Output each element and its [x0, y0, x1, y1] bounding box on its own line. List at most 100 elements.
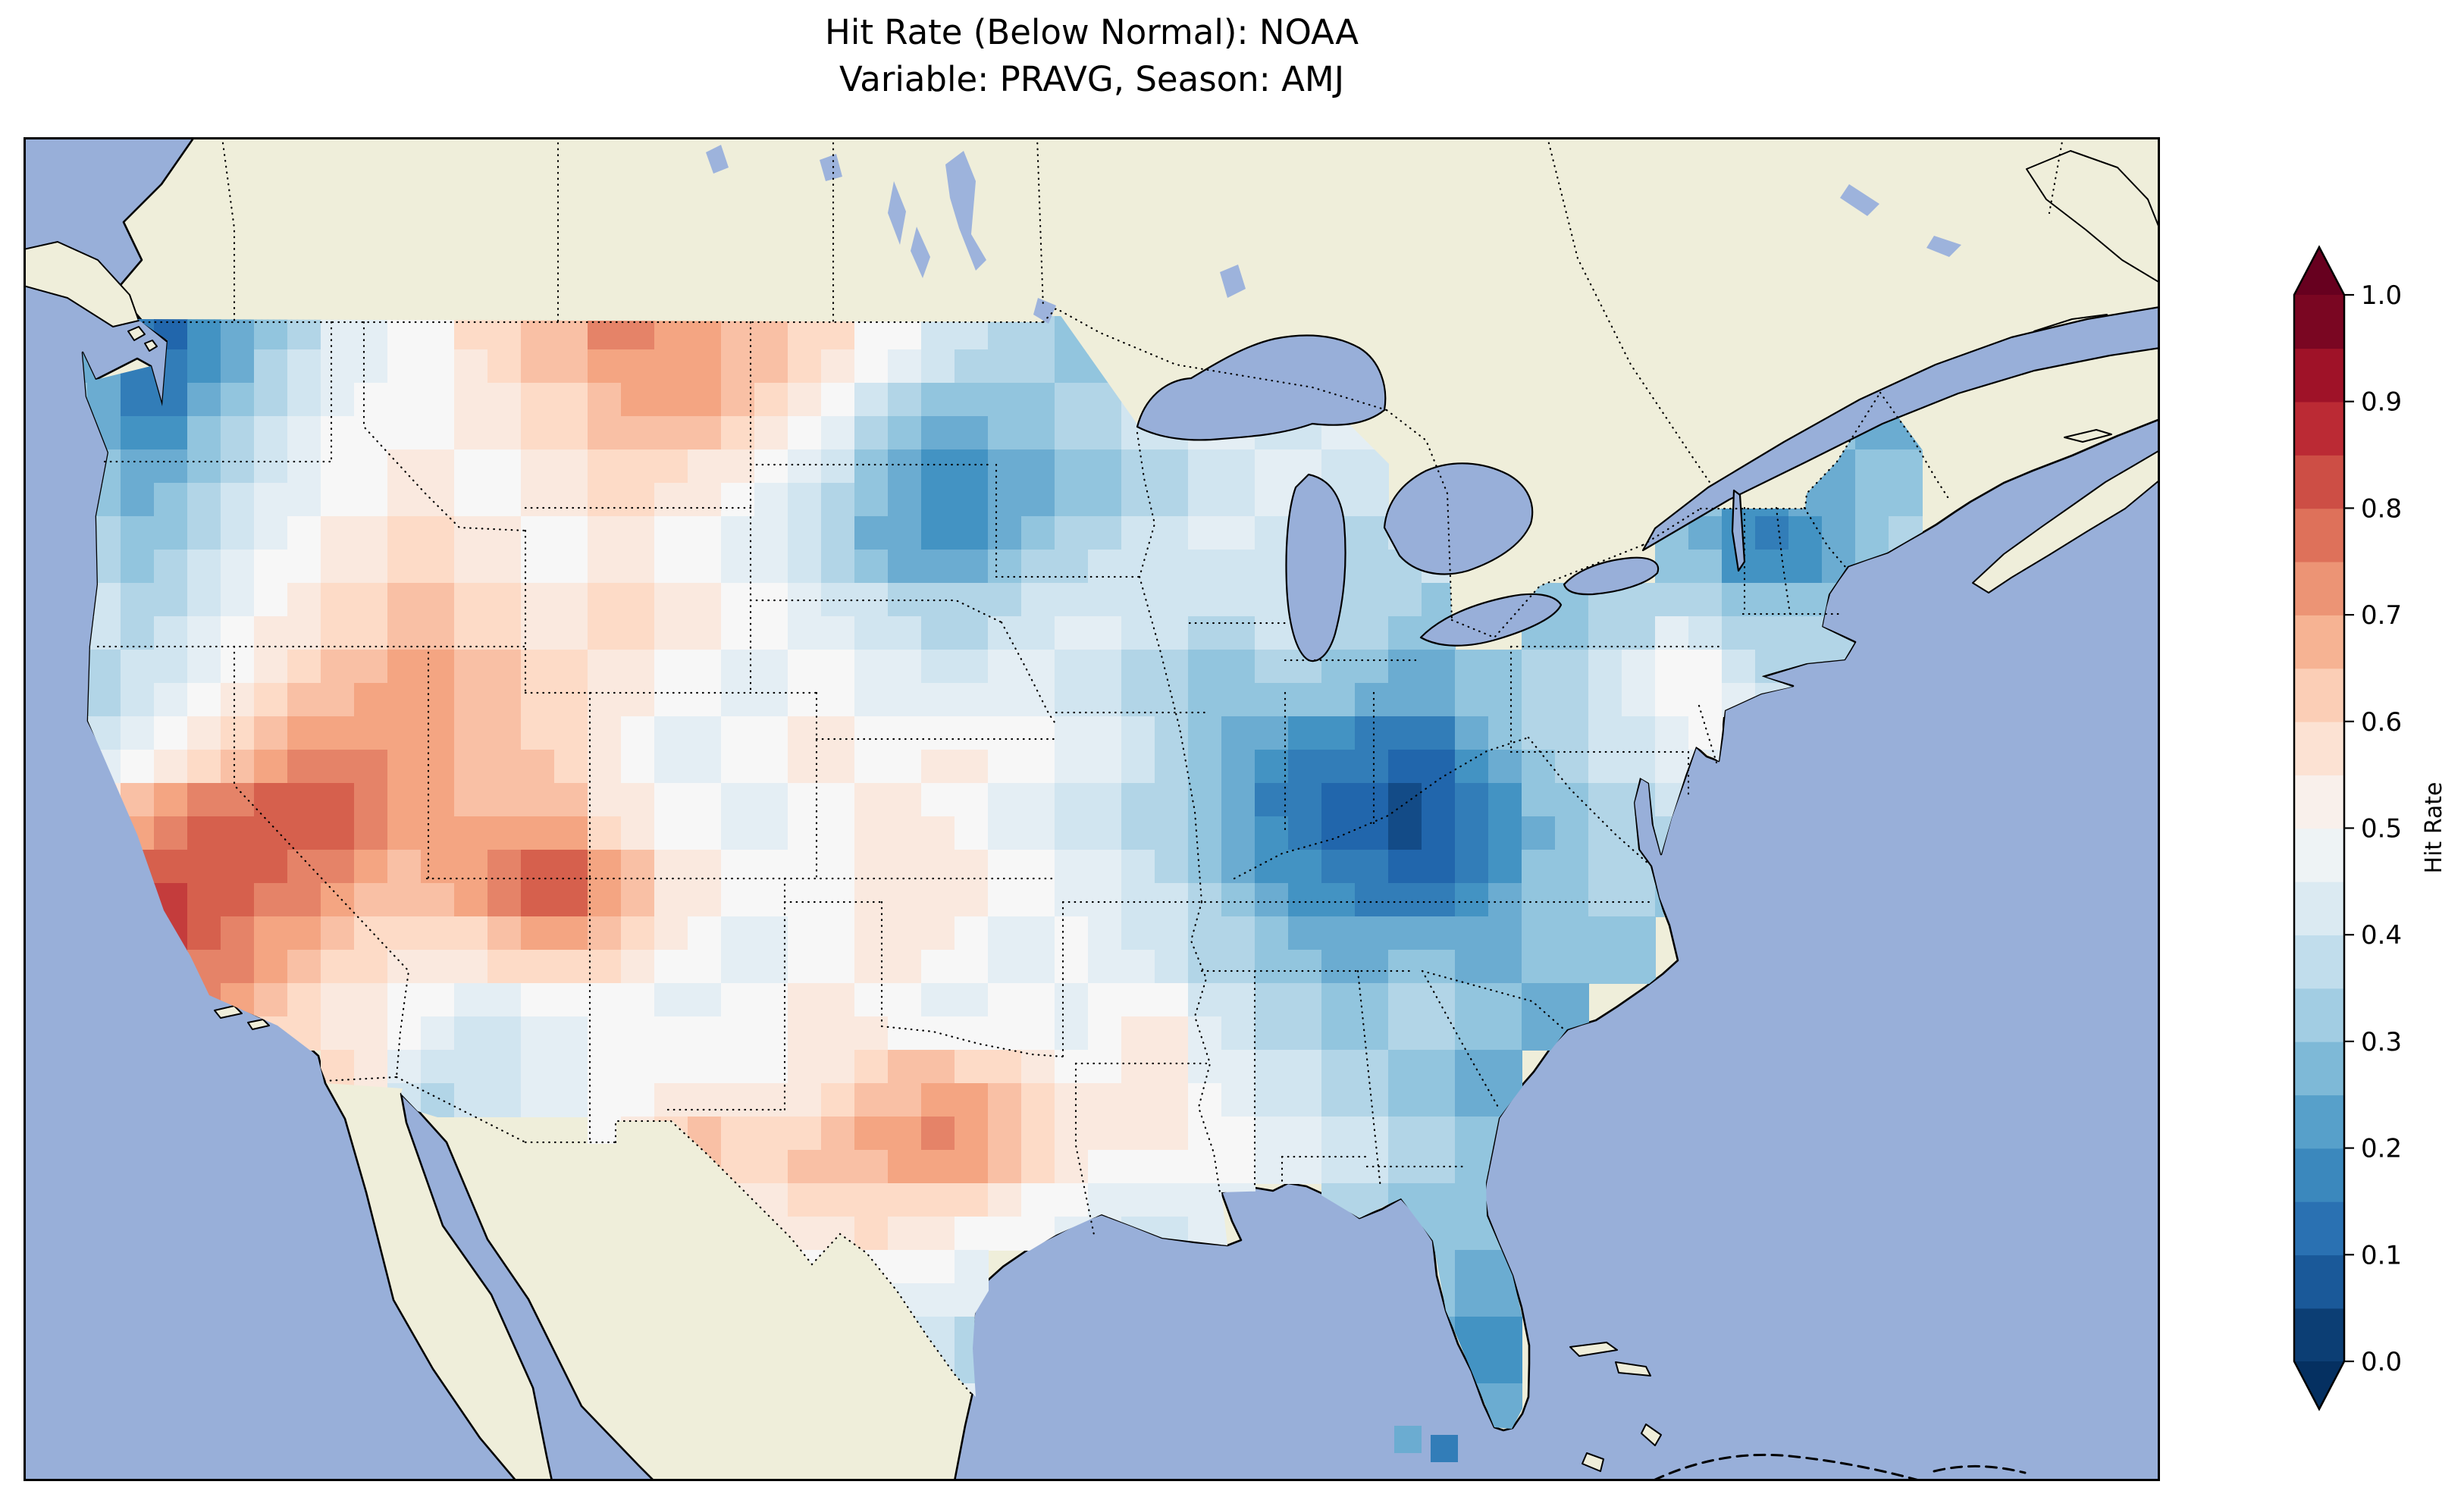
- heatmap-cell: [1488, 1050, 1522, 1084]
- heatmap-cell: [221, 950, 255, 984]
- heatmap-cell: [1422, 950, 1456, 984]
- heatmap-cell: [688, 483, 722, 517]
- heatmap-cell: [321, 449, 355, 484]
- heatmap-cell: [154, 683, 188, 717]
- heatmap-cell: [1588, 816, 1622, 850]
- heatmap-cell: [387, 1016, 422, 1051]
- heatmap-cell: [754, 883, 788, 917]
- heatmap-cell: [1321, 816, 1356, 850]
- heatmap-cell: [187, 916, 221, 951]
- heatmap-cell: [321, 783, 355, 817]
- heatmap-cell: [1288, 1150, 1322, 1184]
- heatmap-cell: [354, 950, 388, 984]
- heatmap-cell: [1455, 1283, 1489, 1317]
- heatmap-cell: [154, 550, 188, 584]
- heatmap-cell: [1055, 816, 1089, 850]
- heatmap-cell: [421, 883, 455, 917]
- heatmap-cell: [354, 583, 388, 617]
- heatmap-cell: [454, 850, 488, 884]
- heatmap-cell: [254, 716, 288, 750]
- heatmap-cell: [387, 716, 422, 750]
- heatmap-cell: [1655, 583, 1689, 617]
- heatmap-cell: [1488, 883, 1522, 917]
- heatmap-cell: [955, 783, 989, 817]
- heatmap-cell: [1221, 816, 1256, 850]
- heatmap-cell: [988, 683, 1022, 717]
- heatmap-cell: [321, 316, 355, 350]
- heatmap-cell: [121, 383, 155, 417]
- heatmap-cell: [854, 983, 889, 1017]
- heatmap-cell: [721, 550, 755, 584]
- heatmap-cell: [921, 650, 955, 684]
- heatmap-cell: [421, 449, 455, 484]
- heatmap-cell: [1855, 483, 1889, 517]
- heatmap-cell: [387, 816, 422, 850]
- heatmap-cell: [1021, 1083, 1055, 1117]
- heatmap-cell: [354, 416, 388, 450]
- heatmap-cell: [821, 583, 855, 617]
- heatmap-cell: [1121, 816, 1155, 850]
- heatmap-cell: [821, 483, 855, 517]
- heatmap-cell: [921, 983, 955, 1017]
- lake-michigan: [1285, 473, 1346, 662]
- heatmap-cell: [487, 583, 522, 617]
- heatmap-cell: [1855, 516, 1889, 550]
- heatmap-cell: [554, 950, 588, 984]
- heatmap-cell: [621, 983, 655, 1017]
- colorbar-band: [2294, 828, 2344, 882]
- heatmap-cell: [854, 683, 889, 717]
- heatmap-cell: [1522, 883, 1556, 917]
- heatmap-cell: [1055, 850, 1089, 884]
- heatmap-cell: [287, 950, 321, 984]
- heatmap-cell: [754, 783, 788, 817]
- heatmap-cell: [1188, 1083, 1222, 1117]
- heatmap-cell: [1388, 1150, 1422, 1184]
- heatmap-cell: [1355, 650, 1389, 684]
- heatmap-cell: [1522, 983, 1556, 1017]
- heatmap-cell: [1355, 483, 1389, 517]
- heatmap-cell: [654, 483, 688, 517]
- figure-title: Hit Rate (Below Normal): NOAA Variable: …: [24, 9, 2160, 103]
- heatmap-cell: [221, 916, 255, 951]
- heatmap-cell: [888, 316, 922, 350]
- heatmap-cell: [654, 550, 688, 584]
- heatmap-cell: [988, 1150, 1022, 1184]
- heatmap-cell: [621, 1016, 655, 1051]
- heatmap-cell: [1388, 983, 1422, 1017]
- heatmap-cell: [788, 416, 822, 450]
- heatmap-cell: [1155, 850, 1189, 884]
- heatmap-cell: [421, 583, 455, 617]
- heatmap-cell: [921, 1183, 955, 1217]
- heatmap-cell: [187, 816, 221, 850]
- heatmap-cell: [1488, 850, 1522, 884]
- heatmap-cell: [621, 650, 655, 684]
- heatmap-cell: [454, 750, 488, 784]
- heatmap-cell: [154, 516, 188, 550]
- heatmap-cell: [287, 316, 321, 350]
- heatmap-cell: [287, 783, 321, 817]
- heatmap-cell: [1255, 583, 1289, 617]
- heatmap-cell: [1021, 883, 1055, 917]
- heatmap-cell: [921, 383, 955, 417]
- heatmap-cell: [955, 416, 989, 450]
- heatmap-cell: [387, 783, 422, 817]
- heatmap-cell: [1021, 583, 1055, 617]
- heatmap-cell: [1555, 650, 1589, 684]
- heatmap-cell: [1321, 449, 1356, 484]
- heatmap-cell: [1155, 483, 1189, 517]
- heatmap-cell: [1422, 916, 1456, 951]
- heatmap-cell: [955, 449, 989, 484]
- state-borders: [96, 321, 1848, 1236]
- heatmap-cell: [254, 449, 288, 484]
- heatmap-cell: [1121, 616, 1155, 650]
- heatmap-cell: [521, 449, 555, 484]
- heatmap-cell: [1588, 650, 1622, 684]
- heatmap-cell: [187, 616, 221, 650]
- heatmap-cell: [1622, 916, 1656, 951]
- heatmap-cell: [921, 550, 955, 584]
- heatmap-cell: [788, 1050, 822, 1084]
- heatmap-cell: [487, 316, 522, 350]
- heatmap-cell: [87, 383, 121, 417]
- heatmap-cell: [554, 683, 588, 717]
- heatmap-cell: [354, 483, 388, 517]
